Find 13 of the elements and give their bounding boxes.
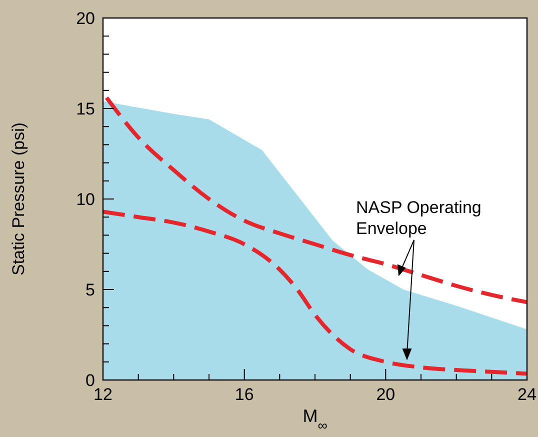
y-tick-label: 10: [76, 190, 95, 209]
line-series: [104, 96, 527, 304]
y-tick-label: 0: [86, 371, 95, 390]
y-tick-label: 20: [76, 9, 95, 28]
x-tick-label: 24: [518, 385, 536, 404]
x-tick-label: 20: [376, 385, 396, 404]
y-tick-label: 15: [76, 100, 95, 118]
annotation: NASP Operating Envelope: [356, 198, 482, 238]
x-tick-label: 12: [94, 385, 112, 404]
y-tick-label: 5: [86, 280, 95, 300]
x-axis-title: M$_{∞}$: [302, 406, 328, 432]
y-axis-title: Static Pressure (psi): [9, 122, 28, 276]
x-tick-label: 16: [234, 385, 254, 404]
